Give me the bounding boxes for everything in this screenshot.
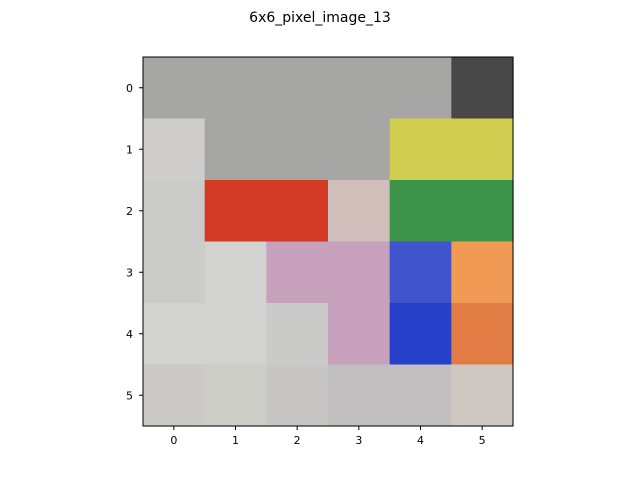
pixel-cell-r4-c5 (451, 303, 514, 366)
pixel-cell-r5-c5 (451, 364, 514, 427)
pixel-cell-r5-c4 (389, 364, 452, 427)
pixel-cell-r1-c1 (204, 118, 267, 181)
chart-title: 6x6_pixel_image_13 (249, 10, 391, 26)
pixel-cell-r0-c0 (143, 57, 206, 120)
pixel-cell-r4-c0 (143, 303, 206, 366)
y-tick-label: 1 (126, 143, 133, 156)
pixel-cell-r0-c3 (328, 57, 391, 120)
x-axis: 0 1 2 3 4 5 (170, 426, 486, 447)
pixel-cell-r4-c2 (266, 303, 329, 366)
pixel-cell-r3-c2 (266, 241, 329, 304)
pixel-cell-r1-c5 (451, 118, 514, 181)
pixel-cell-r5-c1 (204, 364, 267, 427)
pixel-cell-r3-c0 (143, 241, 206, 304)
pixel-cell-r5-c2 (266, 364, 329, 427)
y-tick-label: 2 (126, 205, 133, 218)
y-tick-label: 3 (126, 266, 133, 279)
x-tick-label: 4 (417, 434, 424, 447)
pixel-cell-r3-c5 (451, 241, 514, 304)
x-tick-label: 0 (170, 434, 177, 447)
pixel-cell-r4-c3 (328, 303, 391, 366)
y-tick-label: 0 (126, 82, 133, 95)
pixel-cell-r2-c2 (266, 180, 329, 243)
pixel-cell-r2-c0 (143, 180, 206, 243)
pixel-cell-r0-c1 (204, 57, 267, 120)
pixel-cell-r1-c4 (389, 118, 452, 181)
pixel-grid (143, 57, 514, 427)
x-tick-label: 3 (355, 434, 362, 447)
pixel-cell-r2-c4 (389, 180, 452, 243)
pixel-cell-r3-c1 (204, 241, 267, 304)
y-tick-label: 4 (126, 328, 133, 341)
pixel-cell-r4-c1 (204, 303, 267, 366)
pixel-cell-r1-c3 (328, 118, 391, 181)
pixel-cell-r5-c0 (143, 364, 206, 427)
pixel-cell-r0-c2 (266, 57, 329, 120)
x-tick-label: 5 (479, 434, 486, 447)
pixel-cell-r0-c5 (451, 57, 514, 120)
pixel-cell-r5-c3 (328, 364, 391, 427)
pixel-cell-r3-c3 (328, 241, 391, 304)
pixel-cell-r4-c4 (389, 303, 452, 366)
y-tick-label: 5 (126, 389, 133, 402)
y-axis: 0 1 2 3 4 5 (126, 82, 143, 402)
plot-frame (142, 56, 514, 427)
pixel-cell-r1-c0 (143, 118, 206, 181)
pixel-cell-r2-c1 (204, 180, 267, 243)
pixel-cell-r3-c4 (389, 241, 452, 304)
x-tick-label: 2 (294, 434, 301, 447)
pixel-cell-r1-c2 (266, 118, 329, 181)
pixel-cell-r0-c4 (389, 57, 452, 120)
x-tick-label: 1 (232, 434, 239, 447)
pixel-cell-r2-c5 (451, 180, 514, 243)
pixel-cell-r2-c3 (328, 180, 391, 243)
